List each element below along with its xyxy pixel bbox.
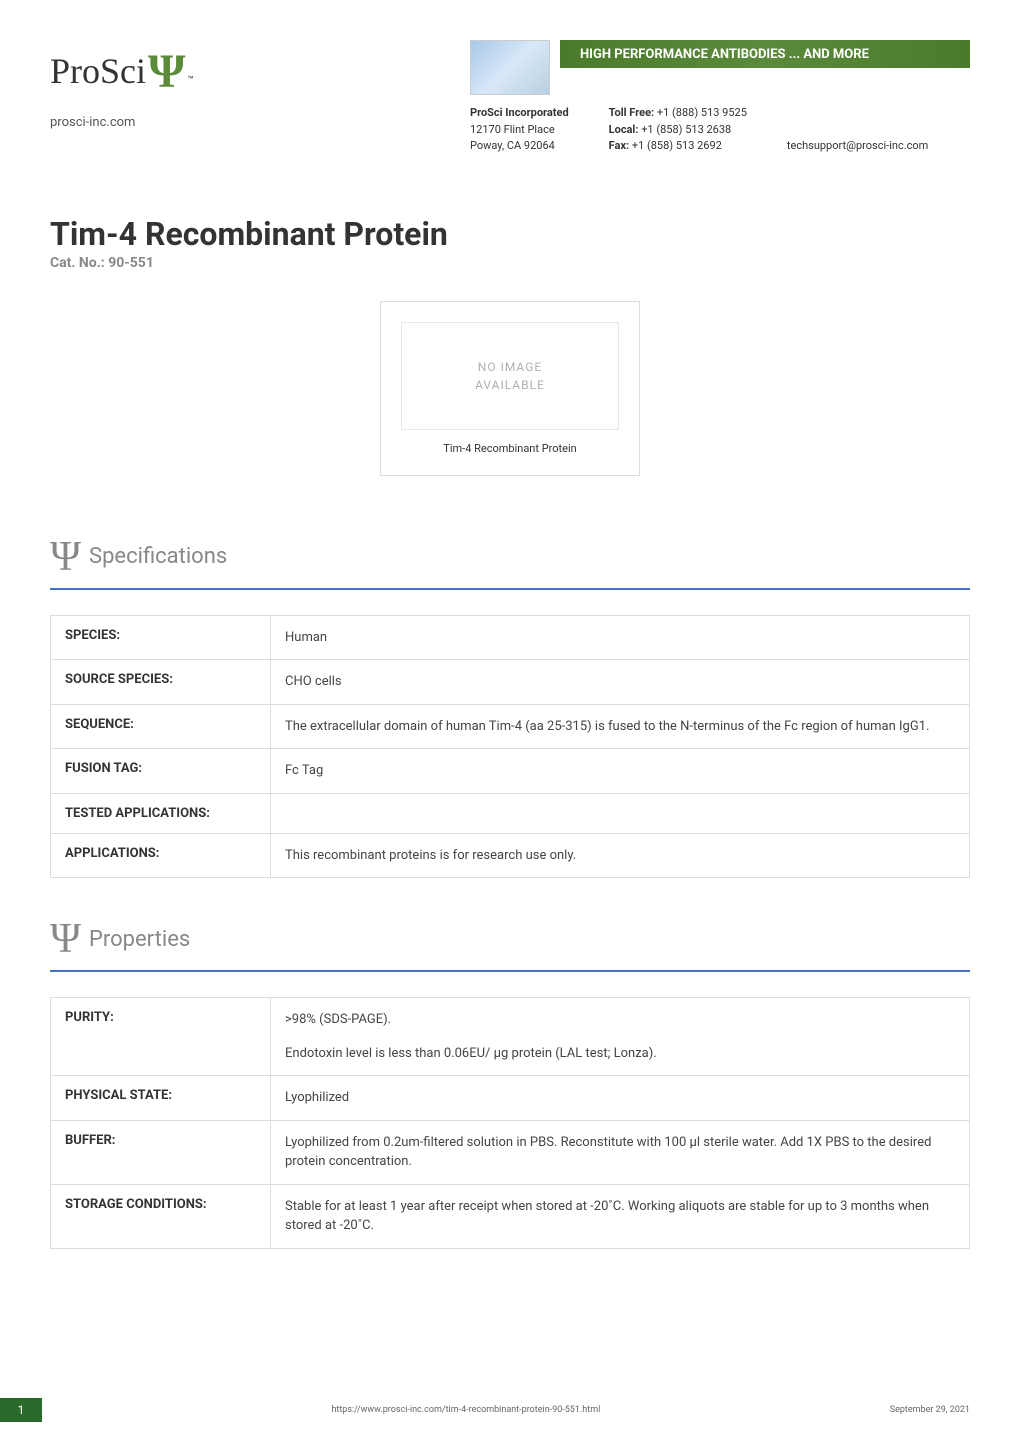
footer-date: September 29, 2021: [890, 1405, 970, 1415]
spec-label: SEQUENCE:: [51, 704, 271, 749]
local-label: Local:: [609, 123, 639, 136]
no-image-placeholder: NO IMAGE AVAILABLE: [401, 322, 619, 430]
support-email: techsupport@prosci-inc.com: [787, 138, 928, 155]
prop-label: PHYSICAL STATE:: [51, 1076, 271, 1121]
contact-address: ProSci Incorporated 12170 Flint Place Po…: [470, 105, 569, 155]
purity-line2: Endotoxin level is less than 0.06EU/ μg …: [285, 1044, 955, 1064]
specifications-table: SPECIES: Human SOURCE SPECIES: CHO cells…: [50, 615, 970, 879]
spec-value: CHO cells: [271, 660, 970, 705]
spec-label: TESTED APPLICATIONS:: [51, 793, 271, 833]
page-number: 1: [0, 1398, 42, 1422]
catalog-number: Cat. No.: 90-551: [50, 255, 970, 271]
company-name: ProSci Incorporated: [470, 106, 569, 119]
table-row: BUFFER: Lyophilized from 0.2um-filtered …: [51, 1120, 970, 1184]
local-number: +1 (858) 513 2638: [641, 123, 731, 136]
footer-url: https://www.prosci-inc.com/tim-4-recombi…: [42, 1405, 890, 1415]
table-row: TESTED APPLICATIONS:: [51, 793, 970, 833]
table-row: PURITY: >98% (SDS-PAGE). Endotoxin level…: [51, 998, 970, 1076]
building-image: [470, 40, 550, 95]
table-row: STORAGE CONDITIONS: Stable for at least …: [51, 1184, 970, 1248]
title-section: Tim-4 Recombinant Protein Cat. No.: 90-5…: [50, 215, 970, 271]
image-caption: Tim-4 Recombinant Protein: [401, 442, 619, 455]
table-row: APPLICATIONS: This recombinant proteins …: [51, 833, 970, 878]
properties-table: PURITY: >98% (SDS-PAGE). Endotoxin level…: [50, 997, 970, 1249]
toll-free-number: +1 (888) 513 9525: [657, 106, 747, 119]
prop-label: PURITY:: [51, 998, 271, 1076]
psi-icon: Ψ: [50, 536, 81, 578]
prop-value: Lyophilized from 0.2um-filtered solution…: [271, 1120, 970, 1184]
address-line1: 12170 Flint Place: [470, 122, 569, 139]
prop-label: BUFFER:: [51, 1120, 271, 1184]
contact-phones: Toll Free: +1 (888) 513 9525 Local: +1 (…: [609, 105, 747, 155]
table-row: SEQUENCE: The extracellular domain of hu…: [51, 704, 970, 749]
fax-number: +1 (858) 513 2692: [632, 139, 722, 152]
table-row: FUSION TAG: Fc Tag: [51, 749, 970, 794]
logo-text: ProSci: [50, 50, 146, 92]
spec-value: [271, 793, 970, 833]
properties-title: Properties: [89, 927, 190, 952]
banner-tagline: HIGH PERFORMANCE ANTIBODIES ... AND MORE: [560, 40, 970, 68]
prop-value: >98% (SDS-PAGE). Endotoxin level is less…: [271, 998, 970, 1076]
psi-icon: Ψ: [148, 44, 185, 99]
header-right: HIGH PERFORMANCE ANTIBODIES ... AND MORE…: [470, 40, 970, 155]
placeholder-line2: AVAILABLE: [475, 378, 545, 392]
spec-value: This recombinant proteins is for researc…: [271, 833, 970, 878]
spec-value: Human: [271, 615, 970, 660]
properties-header: Ψ Properties: [50, 918, 970, 972]
toll-free-label: Toll Free:: [609, 106, 654, 119]
page-header: ProSciΨ™ prosci-inc.com HIGH PERFORMANCE…: [50, 40, 970, 155]
table-row: SPECIES: Human: [51, 615, 970, 660]
trademark-symbol: ™: [187, 75, 193, 86]
spec-label: FUSION TAG:: [51, 749, 271, 794]
address-line2: Poway, CA 92064: [470, 138, 569, 155]
product-image-box: NO IMAGE AVAILABLE Tim-4 Recombinant Pro…: [380, 301, 640, 476]
website-url: prosci-inc.com: [50, 115, 194, 130]
logo: ProSciΨ™: [50, 40, 194, 95]
prop-label: STORAGE CONDITIONS:: [51, 1184, 271, 1248]
page-footer: 1 https://www.prosci-inc.com/tim-4-recom…: [0, 1398, 1020, 1422]
spec-value: The extracellular domain of human Tim-4 …: [271, 704, 970, 749]
spec-label: SOURCE SPECIES:: [51, 660, 271, 705]
placeholder-line1: NO IMAGE: [478, 360, 542, 374]
header-left: ProSciΨ™ prosci-inc.com: [50, 40, 194, 130]
prop-value: Lyophilized: [271, 1076, 970, 1121]
contact-email-col: techsupport@prosci-inc.com: [787, 105, 928, 155]
psi-icon: Ψ: [50, 918, 81, 960]
fax-label: Fax:: [609, 139, 629, 152]
prop-value: Stable for at least 1 year after receipt…: [271, 1184, 970, 1248]
banner-row: HIGH PERFORMANCE ANTIBODIES ... AND MORE: [470, 40, 970, 95]
spec-value: Fc Tag: [271, 749, 970, 794]
spec-label: APPLICATIONS:: [51, 833, 271, 878]
table-row: SOURCE SPECIES: CHO cells: [51, 660, 970, 705]
contact-info: ProSci Incorporated 12170 Flint Place Po…: [470, 105, 928, 155]
table-row: PHYSICAL STATE: Lyophilized: [51, 1076, 970, 1121]
purity-line1: >98% (SDS-PAGE).: [285, 1010, 955, 1030]
specifications-header: Ψ Specifications: [50, 536, 970, 590]
specifications-title: Specifications: [89, 544, 227, 569]
product-title: Tim-4 Recombinant Protein: [50, 215, 970, 253]
spec-label: SPECIES:: [51, 615, 271, 660]
